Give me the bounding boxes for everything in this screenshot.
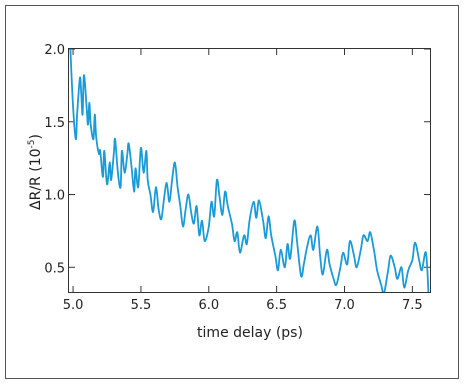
y-tick-label: 2.0 xyxy=(44,43,65,58)
x-tick-label: 7.5 xyxy=(402,298,423,313)
y-tick-label: 1.0 xyxy=(44,189,65,204)
y-tick-label: 0.5 xyxy=(44,261,65,276)
plot-area-border xyxy=(68,48,431,293)
y-axis-title-main: ΔR/R (10 xyxy=(28,148,44,209)
x-axis-title: time delay (ps) xyxy=(197,325,303,341)
series-line xyxy=(69,49,430,292)
chart-frame: 5.0 5.5 6.0 6.5 7.0 7.5 0.5 1.0 1.5 2.0 time dela… xyxy=(5,5,459,379)
x-tick-label: 5.5 xyxy=(131,298,152,313)
y-tick-label: 1.5 xyxy=(44,116,65,131)
line-chart: 5.0 5.5 6.0 6.5 7.0 7.5 0.5 1.0 1.5 2.0 time dela… xyxy=(27,43,431,341)
series-group xyxy=(69,49,430,292)
x-tick-label: 6.0 xyxy=(198,298,219,313)
tick-labels: 5.0 5.5 6.0 6.5 7.0 7.5 0.5 1.0 1.5 2.0 xyxy=(44,43,422,313)
y-axis-title-close: ) xyxy=(28,134,44,139)
y-axis-title-exponent: -5 xyxy=(27,140,37,149)
x-tick-label: 7.0 xyxy=(334,298,355,313)
x-tick-label: 6.5 xyxy=(266,298,287,313)
x-tick-label: 5.0 xyxy=(63,298,84,313)
axis-ticks xyxy=(69,48,430,292)
y-axis-title: ΔR/R (10-5) xyxy=(27,134,44,210)
